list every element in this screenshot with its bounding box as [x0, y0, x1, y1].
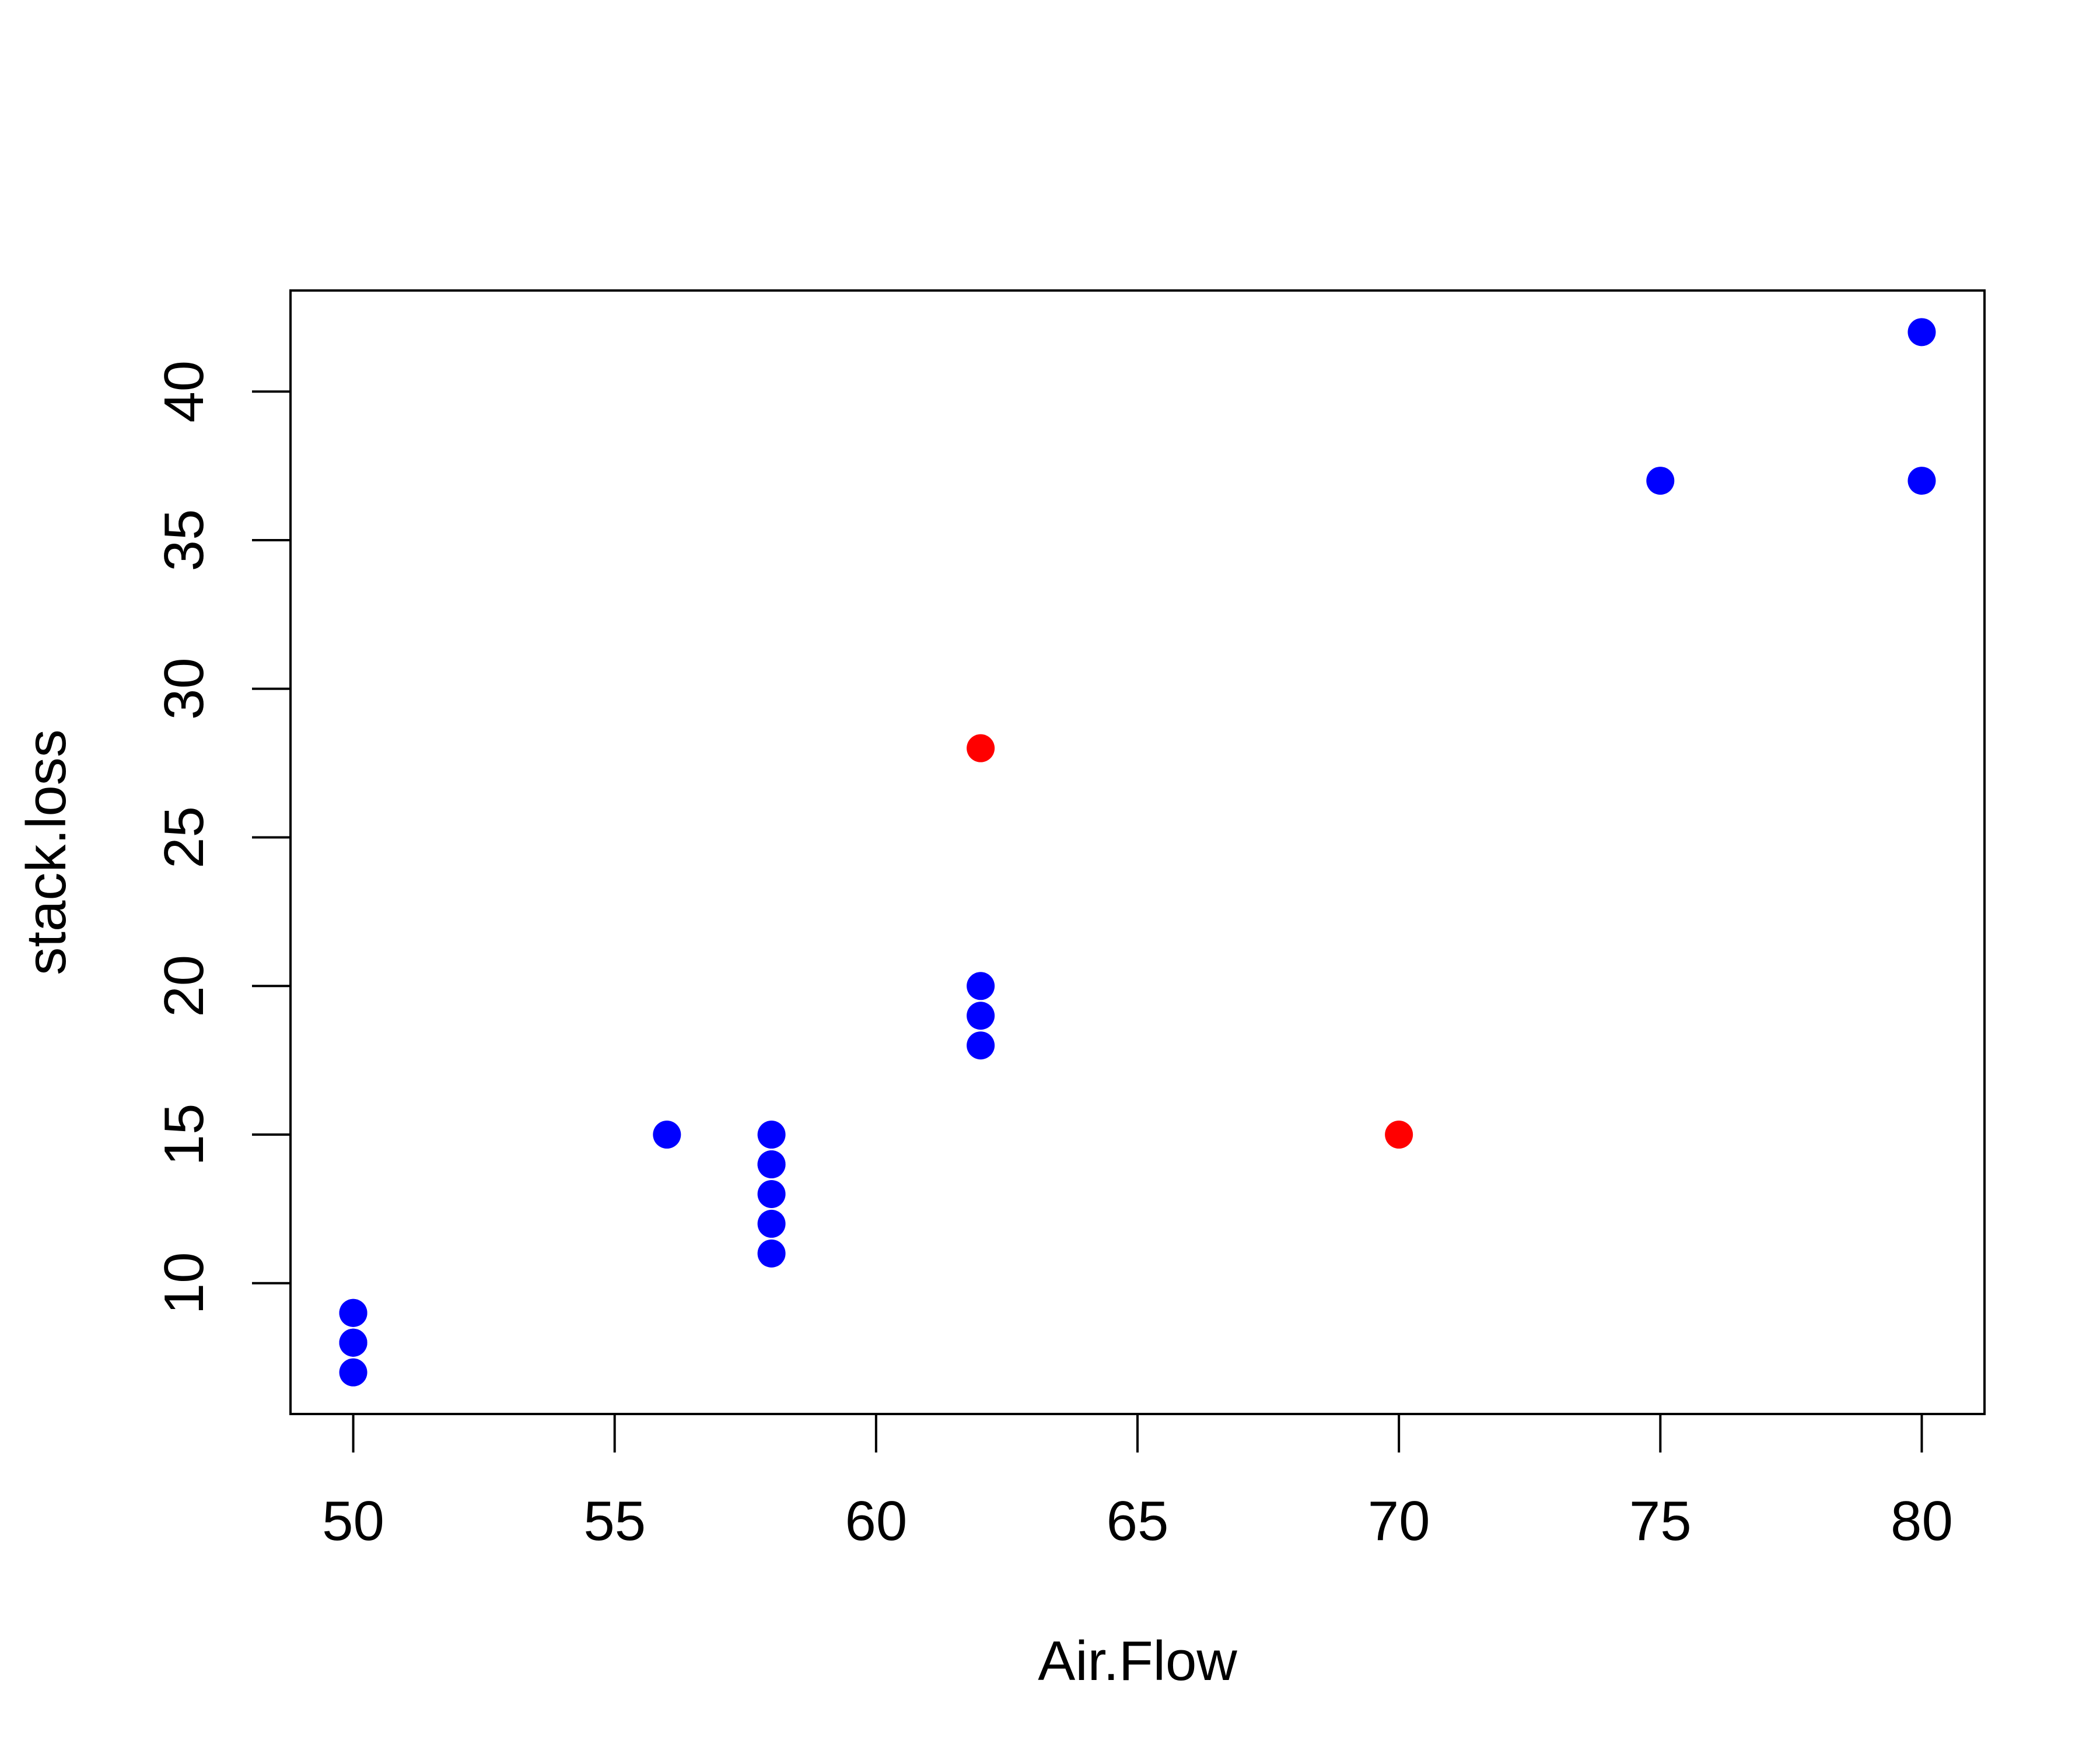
x-tick-label: 55 [583, 1490, 646, 1552]
y-tick-label: 35 [153, 509, 215, 572]
data-point [757, 1209, 786, 1238]
y-tick-label: 10 [153, 1252, 215, 1314]
x-tick-label: 60 [845, 1490, 907, 1552]
x-tick-label: 70 [1368, 1490, 1430, 1552]
data-point [1646, 467, 1675, 495]
y-axis-label: stack.loss [15, 729, 78, 975]
data-point [967, 1002, 995, 1030]
data-points [339, 318, 1936, 1387]
data-point [1908, 318, 1936, 346]
x-tick-label: 50 [322, 1490, 384, 1552]
y-tick-label: 15 [153, 1104, 215, 1166]
y-tick-label: 40 [153, 360, 215, 423]
y-axis: 10 15 20 25 30 35 40 [153, 360, 292, 1314]
y-tick-label: 25 [153, 806, 215, 869]
x-tick-label: 75 [1629, 1490, 1692, 1552]
data-point [1908, 467, 1936, 495]
data-point [757, 1121, 786, 1149]
data-point [757, 1239, 786, 1268]
data-point [967, 1031, 995, 1060]
data-point [967, 734, 995, 762]
x-tick-label: 80 [1891, 1490, 1953, 1552]
x-tick-label: 65 [1107, 1490, 1169, 1552]
data-point [757, 1150, 786, 1178]
data-point [653, 1121, 681, 1149]
data-point [1385, 1121, 1413, 1149]
x-axis: 50 55 60 65 70 75 80 [322, 1413, 1953, 1552]
data-point [339, 1328, 368, 1357]
data-point [339, 1298, 368, 1327]
y-tick-label: 30 [153, 657, 215, 720]
y-tick-label: 20 [153, 955, 215, 1017]
data-point [339, 1358, 368, 1387]
x-axis-label: Air.Flow [1038, 1630, 1237, 1692]
data-point [967, 972, 995, 1000]
data-point [757, 1180, 786, 1208]
